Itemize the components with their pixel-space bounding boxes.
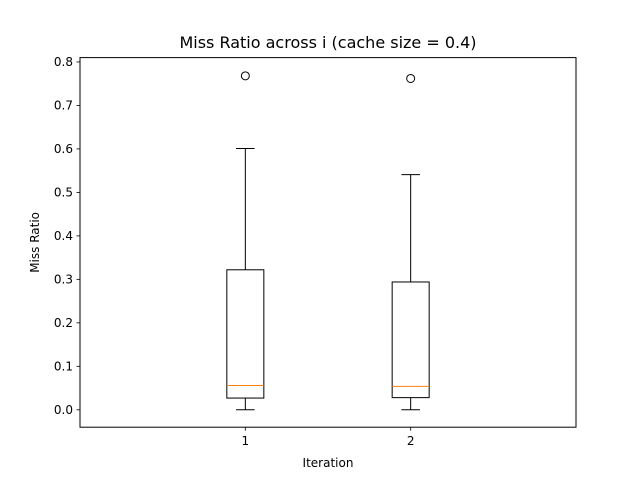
plot-area-frame xyxy=(79,57,577,428)
box-1 xyxy=(226,71,265,411)
y-tick-label: 0.7 xyxy=(54,99,73,113)
y-tick-label: 0.3 xyxy=(54,273,73,287)
y-tick-label: 0.2 xyxy=(54,316,73,330)
y-tick-label: 0.4 xyxy=(54,229,73,243)
y-tick-label: 0.1 xyxy=(54,360,73,374)
chart-title: Miss Ratio across i (cache size = 0.4) xyxy=(179,33,476,52)
x-axis-label: Iteration xyxy=(303,456,354,470)
y-tick-label: 0.6 xyxy=(54,142,73,156)
y-axis: 0.0 0.1 0.2 0.3 0.4 0.5 0.6 0.7 0.8 xyxy=(54,55,80,417)
outlier-point xyxy=(240,71,250,81)
box-body xyxy=(226,269,265,399)
x-tick-label: 1 xyxy=(242,434,250,448)
y-tick-label: 0.0 xyxy=(54,403,73,417)
x-tick-label: 2 xyxy=(407,434,415,448)
y-tick-label: 0.5 xyxy=(54,186,73,200)
box-2 xyxy=(391,73,430,411)
boxes-group xyxy=(226,71,430,411)
outlier-point xyxy=(406,73,416,83)
box-body xyxy=(391,281,430,399)
y-tick-label: 0.8 xyxy=(54,55,73,69)
y-axis-label: Miss Ratio xyxy=(28,212,42,273)
